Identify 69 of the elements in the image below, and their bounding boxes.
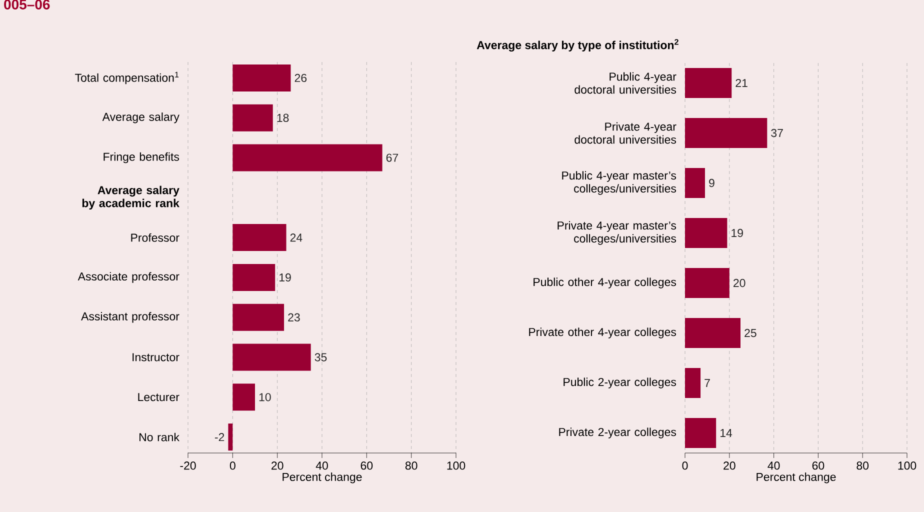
data-label: 19 (732, 228, 743, 238)
bar (232, 264, 276, 291)
x-tick-label: 40 (768, 462, 780, 470)
x-axis-title: Percent change (282, 472, 362, 484)
data-label: 10 (259, 393, 271, 402)
data-label: 20 (734, 278, 746, 288)
x-tick-label: 80 (856, 462, 869, 470)
bar (685, 118, 768, 148)
bar (232, 144, 382, 172)
bar (685, 68, 732, 98)
data-label: 7 (704, 379, 710, 387)
bar (228, 424, 233, 451)
data-label: 14 (720, 429, 732, 437)
bar (232, 304, 284, 331)
y-tick-label: Public other 4-year colleges (534, 278, 676, 288)
x-tick-label: -20 (180, 462, 196, 470)
bar (685, 218, 728, 248)
data-label: 35 (314, 353, 327, 362)
data-label: -2 (214, 433, 224, 442)
y-tick-label: Lecturer (138, 393, 180, 402)
data-label: 21 (736, 78, 748, 88)
x-tick-label: 60 (360, 462, 373, 470)
x-tick-label: 20 (724, 462, 736, 470)
y-tick-label: Instructor (132, 353, 180, 362)
x-tick-label: 100 (898, 462, 916, 470)
y-tick-label: Fringe benefits (104, 152, 180, 164)
y-tick-label: Professor (131, 233, 180, 242)
y-tick-label: Assistant professor (81, 312, 180, 323)
x-axis-title: Percent change (756, 472, 836, 484)
data-label: 67 (386, 154, 398, 162)
y-tick-label: Private 4-year doctoral universities (574, 122, 676, 144)
bar (232, 384, 255, 411)
bar (685, 268, 730, 298)
y-tick-label: Total compensation$^{1}$ (75, 72, 179, 84)
bar (232, 224, 286, 252)
x-tick-label: 100 (447, 462, 466, 470)
y-tick-label: Private other 4-year colleges (529, 328, 676, 338)
bar (232, 344, 311, 371)
data-label: 9 (709, 178, 714, 188)
y-tick-label: No rank (140, 432, 180, 442)
y-tick-label: Associate professor (78, 272, 180, 283)
data-label: 19 (280, 273, 291, 282)
y-tick-label: Public 4-year doctoral universities (574, 72, 676, 94)
data-label: 18 (277, 114, 289, 122)
y-tick-label: Average salary (102, 112, 180, 124)
bar (232, 64, 291, 92)
x-tick-label: 80 (405, 462, 418, 470)
y-tick-label: Average salary by academic rank (82, 186, 180, 210)
x-tick-label: 20 (272, 462, 284, 470)
data-label: 37 (771, 128, 783, 138)
y-tick-label: Private 2-year colleges (559, 428, 676, 438)
data-label: 26 (294, 74, 307, 82)
x-tick-label: 60 (812, 462, 824, 470)
data-label: 25 (744, 328, 756, 338)
bar (685, 418, 716, 448)
data-label: 24 (290, 234, 302, 242)
bar (232, 104, 273, 132)
bar (685, 318, 740, 348)
y-tick-label: Public 4-year master’s colleges/universities (562, 171, 676, 195)
x-tick-label: 0 (682, 462, 688, 470)
bar (685, 168, 705, 198)
text: 005–06 (4, 0, 50, 10)
y-tick-label: Private 4-year master’s colleges/universities (558, 221, 676, 245)
text: Average salary by type of institution$^{2}$ (476, 39, 678, 52)
bar (685, 368, 701, 398)
x-tick-label: 0 (230, 462, 236, 470)
data-label: 23 (288, 313, 300, 322)
x-tick-label: 40 (316, 462, 328, 470)
y-tick-label: Public 2-year colleges (564, 378, 676, 388)
